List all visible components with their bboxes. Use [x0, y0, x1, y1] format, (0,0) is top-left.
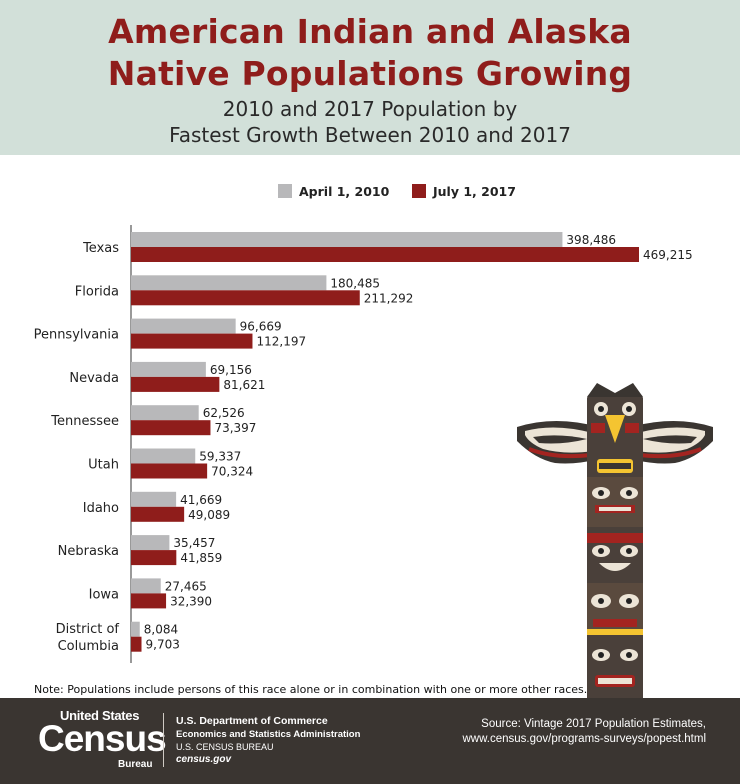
bar-2010-5: [131, 448, 196, 464]
bar-2010-9: [131, 621, 140, 637]
bar-2017-3: [131, 376, 220, 392]
bar-2017-6: [131, 506, 185, 522]
footnote: Note: Populations include persons of thi…: [34, 683, 588, 696]
bar-2017-2: [131, 333, 253, 349]
source-link[interactable]: www.census.gov/programs-surveys/popest.h…: [462, 733, 706, 745]
legend-item-2010: April 1, 2010: [278, 184, 389, 199]
data-label-2010-8: 27,465: [165, 579, 207, 593]
data-label-2017-3: 81,621: [223, 378, 265, 392]
source-line1: Source: Vintage 2017 Population Estimate…: [481, 718, 706, 730]
bar-2010-8: [131, 578, 161, 594]
data-label-2010-3: 69,156: [210, 363, 252, 377]
legend-swatch-2010: [278, 184, 292, 198]
category-label-6: Idaho: [83, 501, 119, 516]
bar-2010-2: [131, 318, 236, 334]
bar-2017-8: [131, 593, 167, 609]
bar-2010-0: [131, 232, 563, 247]
data-label-2010-0: 398,486: [566, 233, 616, 247]
header-banner: [0, 0, 740, 155]
bar-2010-3: [131, 361, 206, 377]
dept-line2: Economics and Statistics Administration: [176, 729, 361, 740]
legend-item-2017: July 1, 2017: [412, 184, 516, 199]
chart-title-line2: Native Populations Growing: [107, 54, 633, 93]
category-label-4: Tennessee: [50, 414, 119, 429]
chart-title-line1: American Indian and Alaska: [108, 12, 632, 51]
footer-bar: United States Census Bureau U.S. Departm…: [0, 698, 740, 784]
legend-swatch-2017: [412, 184, 426, 198]
data-label-2010-5: 59,337: [199, 450, 241, 464]
chart-subtitle-line2: Fastest Growth Between 2010 and 2017: [169, 123, 571, 147]
data-label-2017-1: 211,292: [364, 291, 414, 305]
bar-2017-1: [131, 290, 360, 306]
data-label-2017-4: 73,397: [214, 421, 256, 435]
dept-line1: U.S. Department of Commerce: [176, 715, 328, 727]
legend-label-2010: April 1, 2010: [299, 184, 390, 199]
data-label-2017-6: 49,089: [188, 508, 230, 522]
census-gov-link[interactable]: census.gov: [176, 754, 232, 765]
category-label-2: Pennsylvania: [34, 328, 119, 343]
category-label-9-1: Columbia: [58, 639, 119, 654]
bar-2017-5: [131, 463, 208, 479]
data-label-2017-7: 41,859: [180, 551, 222, 565]
data-label-2017-0: 469,215: [643, 248, 693, 262]
logo-line3: Bureau: [118, 759, 153, 770]
footer-divider: [163, 713, 164, 767]
bar-2010-1: [131, 275, 327, 291]
chart-subtitle-line1: 2010 and 2017 Population by: [222, 97, 518, 121]
data-label-2017-8: 32,390: [170, 594, 212, 608]
category-label-5: Utah: [88, 458, 119, 473]
category-label-9-0: District of: [56, 622, 120, 637]
bar-2010-4: [131, 405, 199, 421]
bar-2010-6: [131, 491, 177, 507]
data-label-2010-9: 8,084: [144, 623, 178, 637]
category-label-0: Texas: [82, 241, 119, 256]
dept-line3: U.S. CENSUS BUREAU: [176, 742, 274, 752]
category-label-7: Nebraska: [58, 544, 119, 559]
bar-2017-7: [131, 550, 177, 566]
data-label-2010-6: 41,669: [180, 493, 222, 507]
bar-2010-7: [131, 535, 170, 551]
data-label-2017-9: 9,703: [146, 638, 180, 652]
totem-pole-icon: [517, 383, 713, 711]
category-label-3: Nevada: [69, 371, 119, 386]
data-label-2017-5: 70,324: [211, 465, 253, 479]
bar-2017-0: [131, 247, 639, 262]
category-label-8: Iowa: [89, 587, 119, 602]
bar-2017-9: [131, 636, 142, 652]
data-label-2010-4: 62,526: [203, 406, 245, 420]
data-label-2010-2: 96,669: [240, 320, 282, 334]
bar-2017-4: [131, 420, 211, 436]
data-label-2010-7: 35,457: [173, 536, 215, 550]
data-label-2010-1: 180,485: [330, 276, 380, 290]
logo-line1: United States: [60, 708, 140, 723]
data-label-2017-2: 112,197: [256, 335, 306, 349]
category-label-1: Florida: [75, 284, 119, 299]
census-logo: Census: [38, 718, 167, 759]
legend-label-2017: July 1, 2017: [433, 184, 516, 199]
